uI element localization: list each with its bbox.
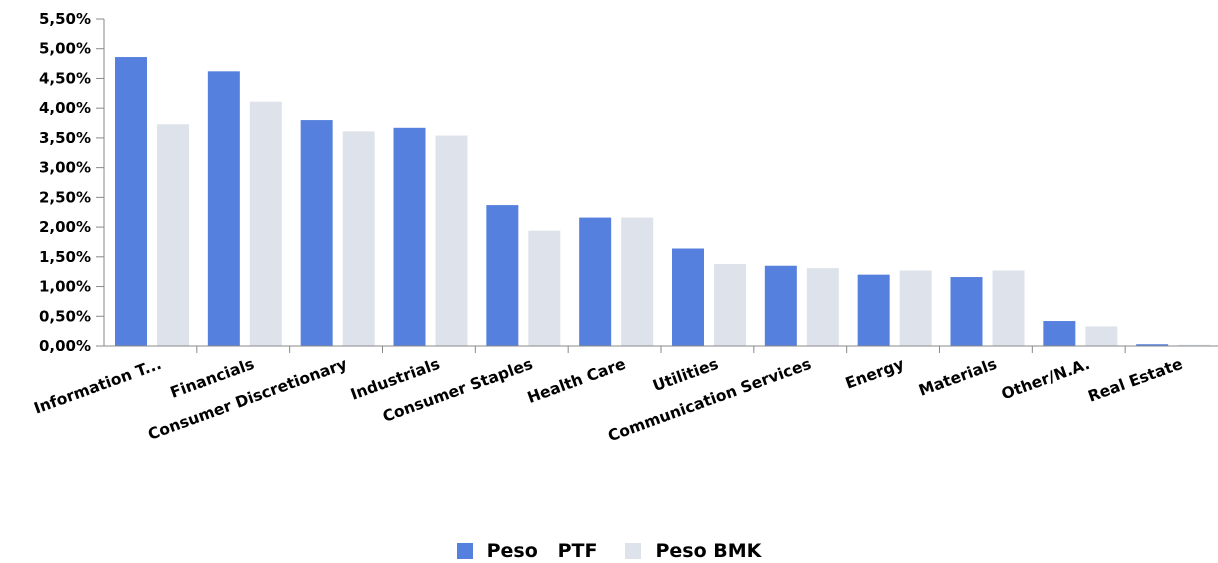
y-tick-label: 0,00% [39, 337, 91, 355]
bar-peso-bmk [342, 131, 375, 346]
y-tick-label: 4,50% [39, 69, 91, 87]
bar-peso-ptf [115, 57, 147, 347]
x-category-label: Energy [843, 355, 906, 393]
bars [115, 57, 1211, 347]
y-tick-label: 4,00% [39, 99, 91, 117]
bar-peso-ptf [950, 277, 983, 346]
bar-peso-ptf [1043, 321, 1076, 346]
legend-item-peso-ptf[interactable]: Peso PTF [456, 540, 598, 562]
bar-peso-ptf [393, 127, 426, 346]
bar-peso-bmk [435, 135, 468, 346]
y-tick-label: 3,00% [39, 159, 91, 177]
y-tick-label: 0,50% [39, 307, 91, 325]
bar-peso-bmk [621, 217, 654, 346]
y-tick-label: 2,50% [39, 188, 91, 206]
x-category-label: Utilities [650, 355, 720, 395]
legend-item-peso-bmk[interactable]: Peso BMK [625, 540, 761, 562]
bar-peso-bmk [249, 101, 282, 346]
x-category-label: Real Estate [1086, 355, 1185, 406]
bar-peso-ptf [857, 274, 890, 346]
y-tick-label: 2,00% [39, 218, 91, 236]
legend-label: Peso PTF [486, 540, 598, 562]
bar-peso-ptf [672, 248, 704, 346]
legend-label: Peso BMK [655, 540, 762, 562]
y-axis: 0,00% 0,50% 1,00% 1,50% 2,00% 2,50% 3,00% 3,50%… [39, 10, 105, 355]
bar-peso-bmk [1178, 344, 1211, 346]
x-category-label: Materials [916, 355, 999, 400]
bar-peso-ptf [207, 71, 240, 346]
bar-peso-bmk [899, 270, 932, 346]
bar-peso-ptf [486, 205, 519, 346]
legend: Peso PTF Peso BMK [0, 540, 1218, 562]
bar-peso-ptf [1136, 344, 1169, 346]
y-tick-label: 5,50% [39, 10, 91, 28]
bar-peso-bmk [806, 268, 839, 346]
x-category-label: Other/N.A. [999, 355, 1092, 404]
y-tick-label: 1,00% [39, 278, 91, 296]
bar-peso-bmk [992, 270, 1025, 346]
x-category-label: Information T... [32, 355, 164, 418]
legend-swatch [456, 543, 473, 559]
legend-swatch [625, 543, 642, 559]
bar-peso-bmk [1085, 326, 1118, 346]
y-tick-label: 3,50% [39, 129, 91, 147]
bar-peso-bmk [157, 124, 189, 346]
bar-peso-bmk [528, 230, 561, 346]
y-tick-label: 1,50% [39, 248, 91, 266]
x-category-label: Health Care [525, 355, 628, 407]
bar-peso-ptf [764, 265, 797, 346]
bar-peso-ptf [300, 120, 333, 346]
x-category-label: Consumer Staples [380, 355, 535, 426]
y-tick-label: 5,00% [39, 40, 91, 58]
bar-peso-ptf [579, 217, 612, 346]
bar-peso-bmk [714, 263, 746, 346]
